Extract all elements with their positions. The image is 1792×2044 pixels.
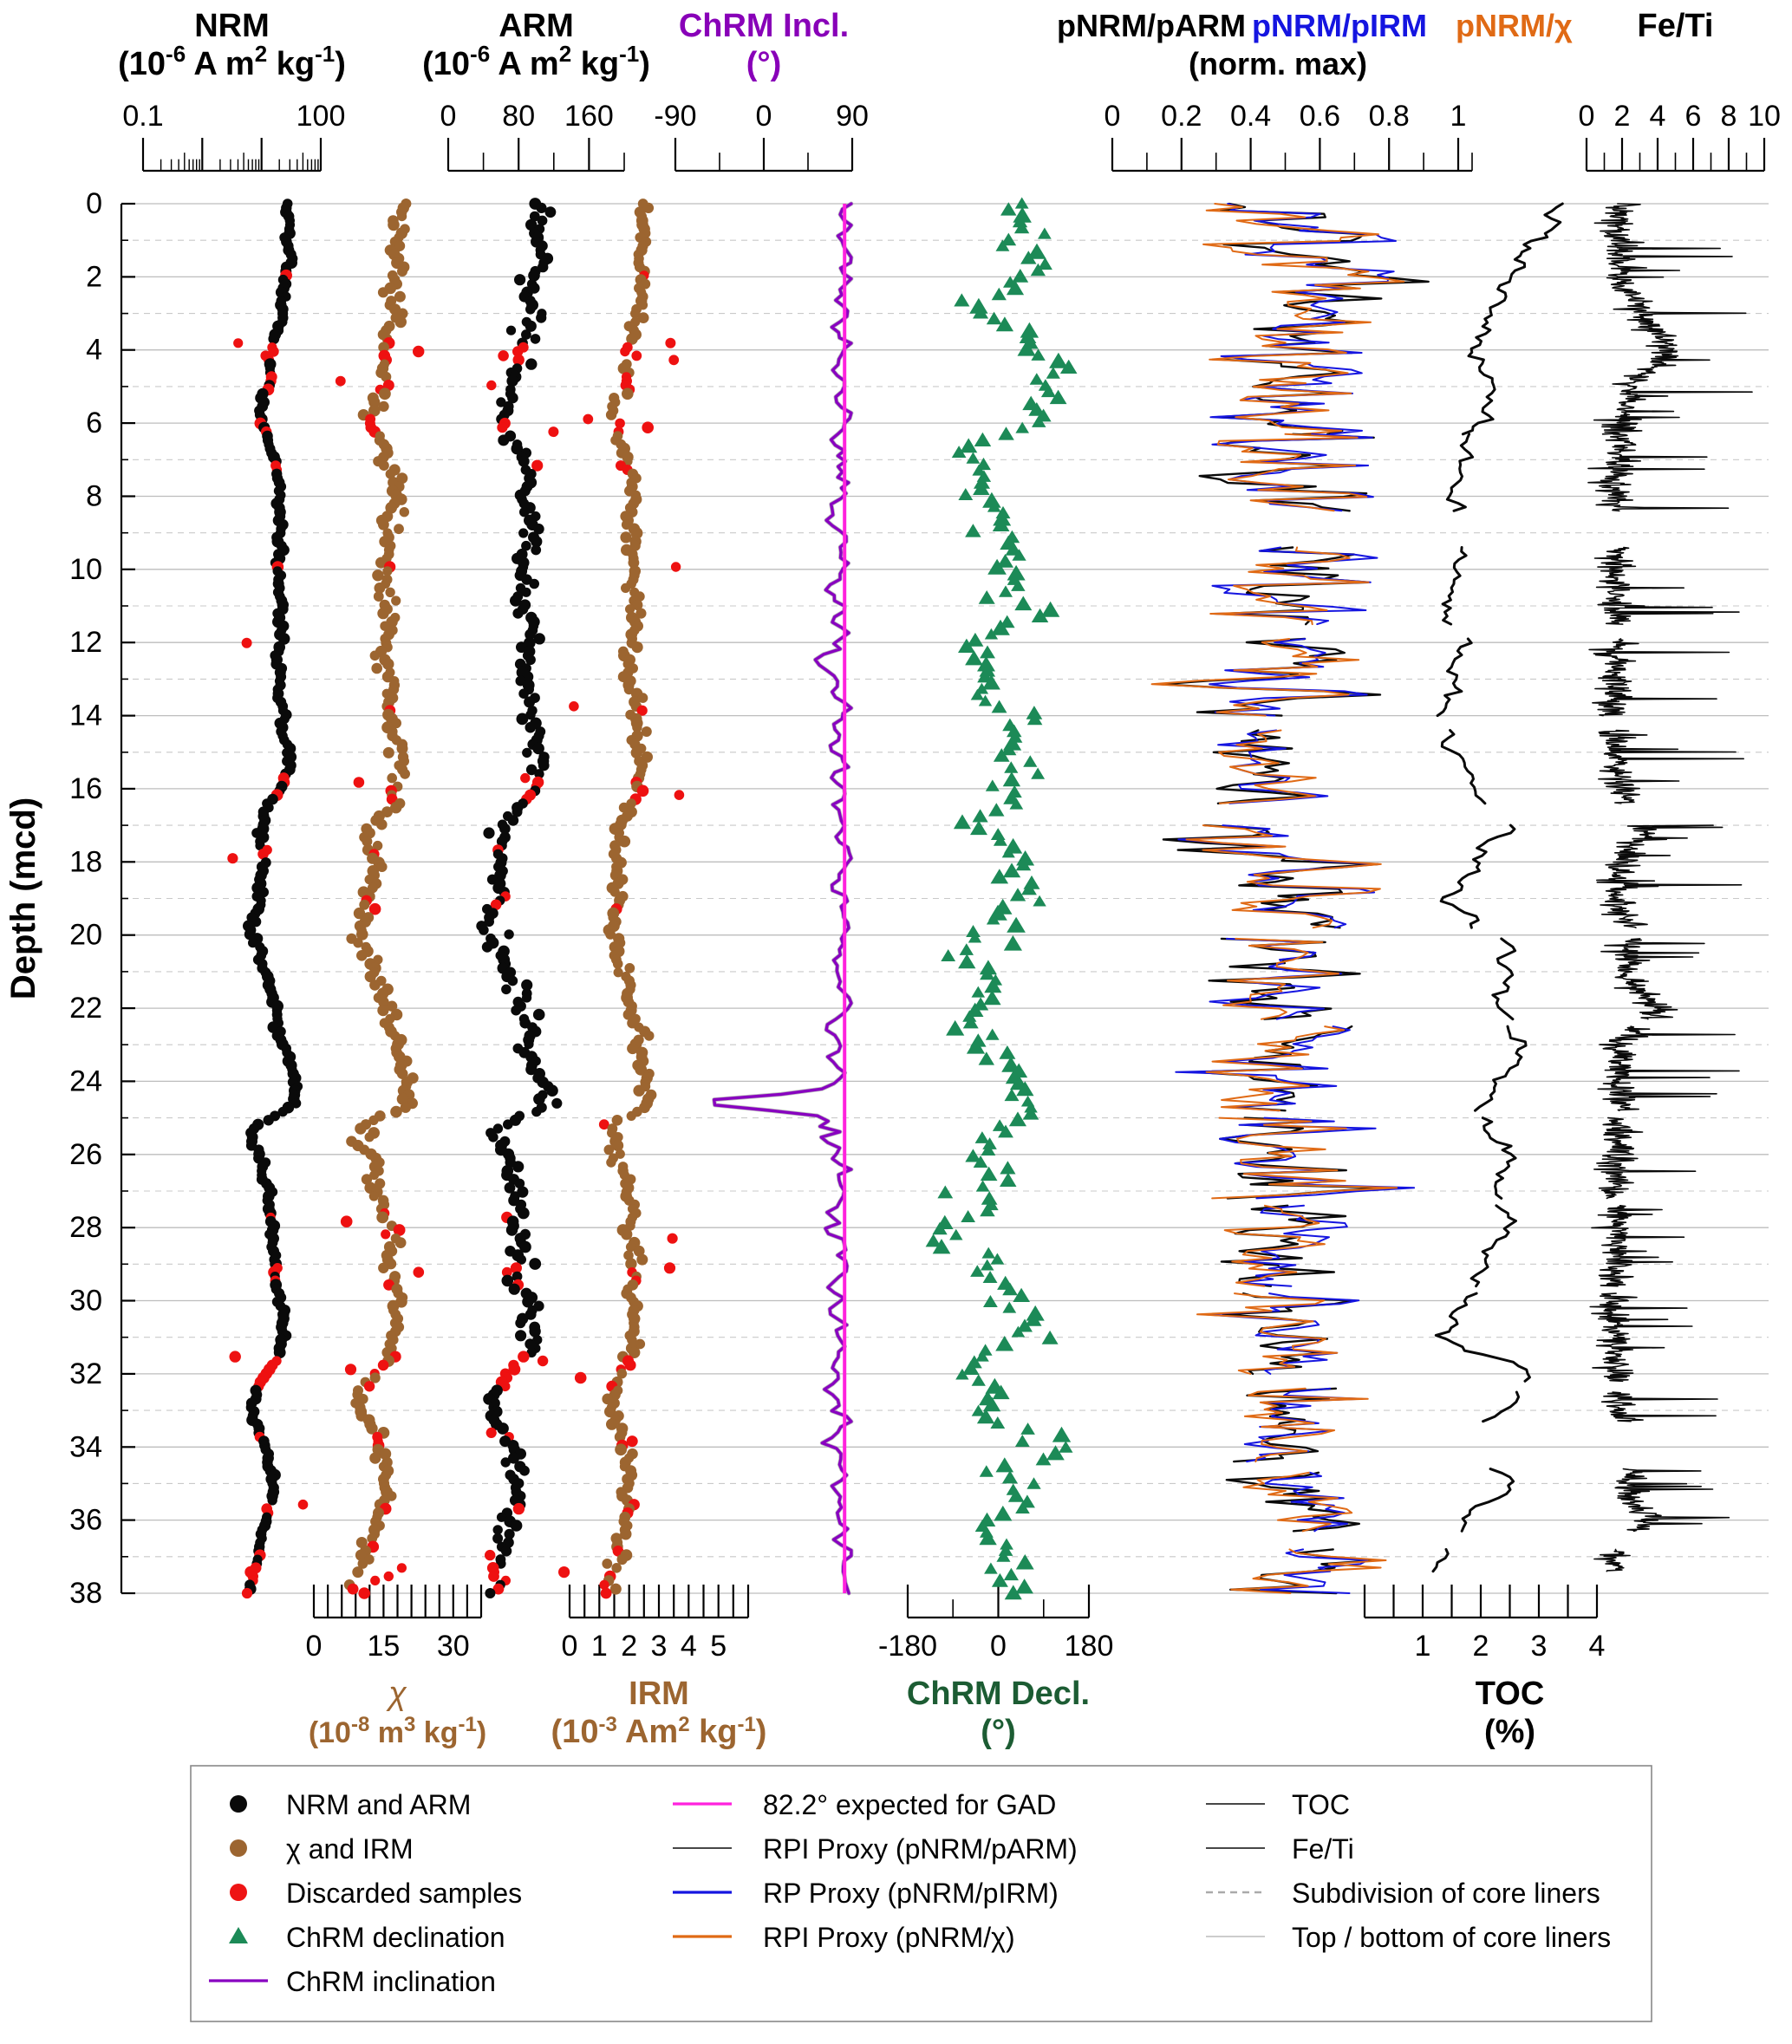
svg-text:RPI Proxy (pNRM/χ): RPI Proxy (pNRM/χ)	[763, 1922, 1015, 1953]
svg-text:24: 24	[69, 1064, 102, 1097]
svg-text:0.8: 0.8	[1369, 100, 1410, 133]
svg-text:NRM and ARM: NRM and ARM	[286, 1789, 471, 1820]
svg-text:0.1: 0.1	[122, 100, 163, 133]
svg-text:4: 4	[86, 334, 102, 367]
svg-text:22: 22	[69, 992, 102, 1025]
svg-text:ChRM inclination: ChRM inclination	[286, 1966, 496, 1997]
svg-text:0: 0	[562, 1630, 578, 1663]
svg-text:TOC: TOC	[1476, 1676, 1545, 1712]
svg-text:(norm. max): (norm. max)	[1189, 46, 1367, 81]
svg-text:0: 0	[756, 100, 772, 133]
svg-text:Fe/Ti: Fe/Ti	[1292, 1833, 1354, 1865]
svg-text:32: 32	[69, 1357, 102, 1390]
svg-text:38: 38	[69, 1577, 102, 1610]
svg-text:Discarded samples: Discarded samples	[286, 1878, 522, 1909]
svg-text:0: 0	[440, 100, 457, 133]
svg-text:0: 0	[1105, 100, 1121, 133]
svg-text:(10-3 Am2 kg-1): (10-3 Am2 kg-1)	[551, 1713, 767, 1751]
svg-text:6: 6	[86, 407, 102, 439]
svg-text:100: 100	[296, 100, 346, 133]
svg-text:30: 30	[437, 1630, 470, 1663]
svg-text:8: 8	[86, 480, 102, 513]
svg-text:pNRM/pARM: pNRM/pARM	[1057, 8, 1246, 43]
svg-text:(10-6 A m2 kg-1): (10-6 A m2 kg-1)	[422, 41, 650, 82]
svg-text:0.6: 0.6	[1300, 100, 1340, 133]
svg-text:30: 30	[69, 1285, 102, 1318]
svg-text:1: 1	[1415, 1630, 1431, 1663]
svg-text:-180: -180	[878, 1630, 937, 1663]
svg-text:2: 2	[1614, 100, 1631, 133]
svg-text:20: 20	[69, 919, 102, 952]
svg-text:3: 3	[651, 1630, 668, 1663]
svg-text:0: 0	[306, 1630, 323, 1663]
svg-text:(%): (%)	[1484, 1714, 1535, 1750]
svg-text:(°): (°)	[746, 46, 782, 82]
svg-text:82.2° expected for GAD: 82.2° expected for GAD	[763, 1789, 1056, 1820]
svg-text:Fe/Ti: Fe/Ti	[1638, 8, 1714, 44]
svg-text:pNRM/pIRM: pNRM/pIRM	[1252, 8, 1427, 43]
svg-text:180: 180	[1065, 1630, 1114, 1663]
svg-text:1: 1	[591, 1630, 608, 1663]
svg-text:80: 80	[502, 100, 535, 133]
svg-text:10: 10	[69, 553, 102, 586]
svg-text:90: 90	[836, 100, 869, 133]
svg-text:0.2: 0.2	[1161, 100, 1202, 133]
svg-text:χ: χ	[386, 1676, 407, 1712]
svg-text:5: 5	[710, 1630, 727, 1663]
svg-text:(10-6 A m2 kg-1): (10-6 A m2 kg-1)	[118, 41, 346, 82]
svg-text:IRM: IRM	[629, 1676, 689, 1712]
svg-text:1: 1	[1450, 100, 1467, 133]
svg-text:3: 3	[1531, 1630, 1548, 1663]
svg-text:Subdivision of core liners: Subdivision of core liners	[1292, 1878, 1600, 1909]
svg-text:TOC: TOC	[1292, 1789, 1350, 1820]
svg-text:12: 12	[69, 626, 102, 659]
svg-text:χ and IRM: χ and IRM	[286, 1833, 414, 1865]
svg-text:(°): (°)	[981, 1714, 1016, 1750]
svg-text:Top / bottom of core liners: Top / bottom of core liners	[1292, 1922, 1611, 1953]
svg-text:Depth (mcd): Depth (mcd)	[4, 797, 42, 999]
svg-text:6: 6	[1685, 100, 1702, 133]
svg-text:2: 2	[621, 1630, 637, 1663]
svg-text:18: 18	[69, 845, 102, 878]
svg-text:16: 16	[69, 772, 102, 805]
svg-text:RPI Proxy (pNRM/pARM): RPI Proxy (pNRM/pARM)	[763, 1833, 1078, 1865]
svg-text:14: 14	[69, 700, 102, 732]
svg-text:0: 0	[990, 1630, 1007, 1663]
svg-text:2: 2	[86, 260, 102, 293]
svg-text:36: 36	[69, 1504, 102, 1537]
svg-text:4: 4	[1650, 100, 1666, 133]
svg-text:ChRM Incl.: ChRM Incl.	[679, 8, 849, 44]
svg-text:NRM: NRM	[194, 8, 270, 44]
svg-text:ChRM declination: ChRM declination	[286, 1922, 505, 1953]
svg-text:160: 160	[564, 100, 614, 133]
svg-text:ARM: ARM	[499, 8, 574, 44]
svg-text:4: 4	[1589, 1630, 1606, 1663]
svg-text:0: 0	[86, 187, 102, 220]
svg-text:0.4: 0.4	[1230, 100, 1271, 133]
svg-text:4: 4	[681, 1630, 697, 1663]
svg-text:34: 34	[69, 1430, 102, 1463]
svg-text:28: 28	[69, 1211, 102, 1244]
svg-text:pNRM/χ: pNRM/χ	[1456, 8, 1573, 43]
svg-text:8: 8	[1721, 100, 1737, 133]
svg-text:0: 0	[1579, 100, 1595, 133]
svg-text:10: 10	[1748, 100, 1781, 133]
svg-text:2: 2	[1473, 1630, 1489, 1663]
svg-text:-90: -90	[654, 100, 696, 133]
svg-text:RP Proxy (pNRM/pIRM): RP Proxy (pNRM/pIRM)	[763, 1878, 1059, 1909]
svg-text:26: 26	[69, 1138, 102, 1171]
svg-text:15: 15	[367, 1630, 400, 1663]
svg-text:ChRM Decl.: ChRM Decl.	[907, 1676, 1090, 1712]
